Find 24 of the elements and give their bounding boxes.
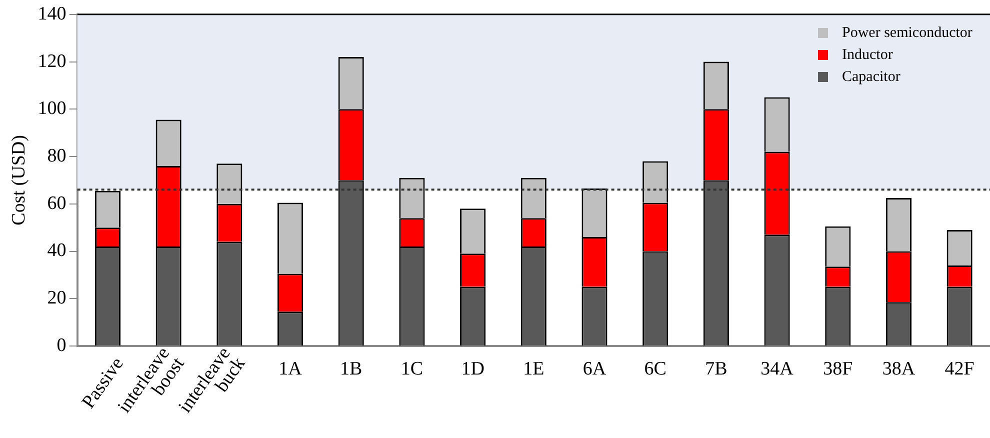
y-tick-label: 120	[38, 50, 66, 72]
x-tick-label: 1A	[278, 358, 302, 380]
x-tick-label: 38F	[823, 358, 853, 380]
x-tick-label: 6C	[644, 358, 666, 380]
x-tick-label: 1E	[523, 358, 544, 380]
x-tick-label: 34A	[760, 358, 794, 380]
y-tick-label: 100	[38, 98, 66, 120]
legend-label: Capacitor	[842, 68, 900, 88]
legend-label: Inductor	[842, 46, 893, 66]
x-tick-label: 1C	[400, 358, 424, 380]
x-tick-label: 42F	[944, 358, 974, 380]
y-tick-label: 20	[47, 288, 66, 309]
y-tick-label: 40	[47, 240, 66, 262]
y-tick-label: 60	[47, 192, 66, 214]
x-tick-label: 38A	[882, 358, 916, 380]
y-tick-label: 140	[38, 3, 66, 24]
x-tick-label: 1B	[340, 358, 362, 380]
x-tick-label: 1D	[461, 358, 484, 380]
x-tick-label: 7B	[705, 358, 728, 380]
x-tick-label: 6A	[582, 358, 606, 380]
y-axis-title: Cost (USD)	[8, 135, 30, 226]
y-tick-label: 0	[56, 334, 66, 356]
legend-label: Power semiconductor	[842, 24, 972, 44]
y-tick-label: 80	[47, 146, 66, 166]
